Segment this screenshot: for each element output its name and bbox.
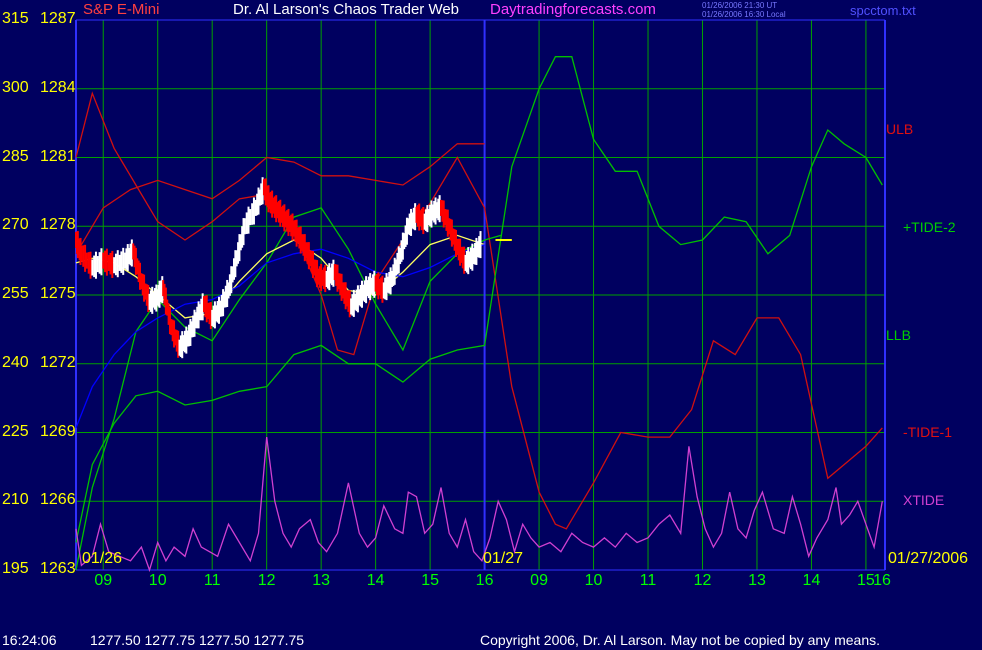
hour-label: 14 [366, 572, 385, 589]
series-tide-1-line [75, 143, 485, 255]
price-tick-label: 1284 [40, 78, 76, 96]
series-llb-line [75, 56, 883, 543]
hour-label: 13 [748, 572, 766, 589]
xtide-label: XTIDE [903, 492, 945, 508]
left-tick-label: 285 [2, 147, 29, 165]
series-ema-line [75, 234, 485, 319]
series-xtide-line [75, 437, 883, 573]
left-tick-label: 315 [2, 10, 29, 27]
tide1-label: -TIDE-1 [903, 424, 952, 440]
price-tick-label: 1266 [40, 491, 76, 509]
file-label: spcctom.txt [850, 3, 916, 18]
price-tick-label: 1272 [40, 353, 76, 371]
hour-label: 09 [94, 572, 113, 589]
instrument-label: S&P E-Mini [83, 1, 160, 18]
hour-label: 10 [148, 572, 167, 589]
price-tick-label: 1287 [40, 10, 76, 27]
llb-label: LLB [886, 327, 911, 343]
series-tide-2-line [75, 207, 502, 571]
left-tick-label: 300 [2, 78, 29, 96]
stamp-ut: 01/26/2006 21:30 UT [702, 1, 778, 10]
left-tick-label: 255 [2, 285, 29, 302]
hour-label: 16 [475, 572, 494, 589]
price-tick-label: 1278 [40, 216, 76, 234]
price-tick-label: 1281 [40, 147, 76, 165]
hour-label: 11 [639, 572, 657, 589]
footer-time: 16:24:06 [2, 632, 57, 648]
hour-label: 14 [802, 572, 821, 589]
hour-label: 12 [257, 572, 276, 589]
left-tick-label: 195 [2, 560, 29, 577]
hour-label: 11 [203, 572, 221, 589]
date-left-label: 01/26 [82, 550, 123, 567]
series-moving-average-line [75, 243, 485, 429]
price-tick-label: 1269 [40, 422, 76, 440]
left-tick-label: 210 [2, 491, 29, 509]
hour-label: 16 [873, 572, 891, 589]
hour-label: 09 [530, 572, 548, 589]
left-tick-label: 225 [2, 422, 29, 440]
chart-series [75, 56, 883, 573]
price-bars [75, 177, 482, 359]
hour-label: 12 [693, 572, 712, 589]
date-right-label: 01/27/2006 [888, 550, 969, 567]
date-mid-label: 01/27 [483, 550, 524, 567]
series-ulb-line [75, 91, 883, 530]
hour-label: 10 [584, 572, 603, 589]
footer-copyright: Copyright 2006, Dr. Al Larson. May not b… [480, 632, 881, 648]
hour-label: 13 [312, 572, 331, 589]
left-tick-label: 240 [2, 353, 29, 371]
footer-ohlc: 1277.50 1277.75 1277.50 1277.75 [90, 632, 305, 648]
price-tick-label: 1263 [40, 560, 76, 577]
stamp-local: 01/26/2006 16:30 Local [702, 10, 786, 19]
site-link[interactable]: Daytradingforecasts.com [490, 1, 656, 18]
hour-label: 15 [421, 572, 439, 589]
hour-label: 15 [857, 572, 875, 589]
chart-axis-frame [75, 19, 886, 571]
ulb-label: ULB [886, 121, 914, 137]
chart-grid [76, 19, 885, 571]
page-title: Dr. Al Larson's Chaos Trader Web [233, 1, 460, 18]
left-tick-label: 270 [2, 216, 29, 234]
tide2-label: +TIDE-2 [903, 219, 956, 235]
price-tick-label: 1275 [40, 285, 76, 302]
